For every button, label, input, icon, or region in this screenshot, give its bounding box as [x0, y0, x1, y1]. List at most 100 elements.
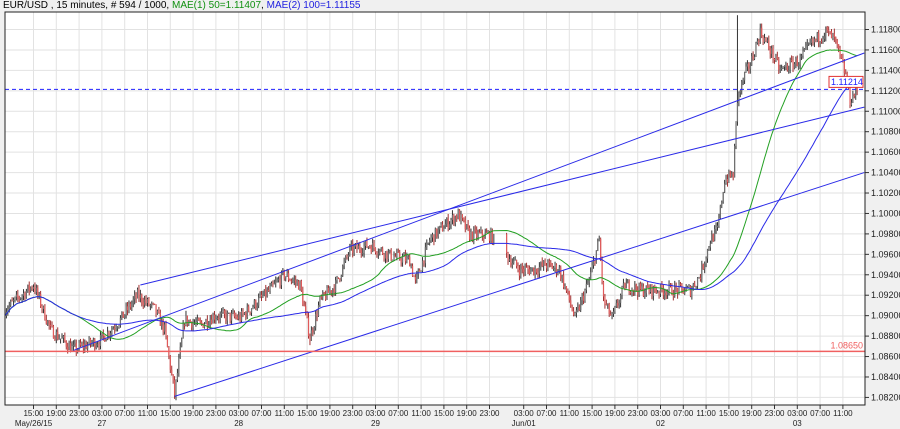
- x-tick-label: 11:00: [696, 409, 716, 418]
- candle-body: [78, 342, 80, 350]
- candle-body: [235, 316, 237, 318]
- candle-body: [38, 293, 40, 296]
- candle-body: [548, 261, 550, 263]
- candle-body: [278, 279, 280, 281]
- candle-body: [706, 249, 709, 259]
- candle-body: [409, 256, 411, 267]
- y-tick-label: 1.09600: [871, 249, 900, 259]
- candle-body: [312, 330, 314, 333]
- x-tick-label: 07:00: [810, 409, 831, 418]
- x-tick-label: 23:00: [479, 409, 500, 418]
- y-tick-label: 1.10800: [871, 127, 900, 137]
- candle-body: [588, 278, 590, 283]
- candle-body: [829, 31, 831, 33]
- x-tick-label: 03:00: [229, 409, 250, 418]
- candle-body: [578, 306, 580, 311]
- candle-body: [765, 37, 767, 41]
- candle-body: [45, 319, 47, 324]
- candle-body: [191, 321, 193, 328]
- candle-body: [592, 260, 595, 266]
- candle-body: [215, 318, 217, 320]
- candle-body: [275, 281, 277, 284]
- candle-body: [255, 300, 257, 308]
- y-tick-label: 1.10600: [871, 147, 900, 157]
- candle-body: [838, 44, 840, 49]
- candle-body: [771, 48, 773, 54]
- candle-body: [527, 267, 529, 270]
- chart-title: EUR/USD , 15 minutes, # 594 / 1000, MAE(…: [3, 0, 361, 11]
- candle-body: [389, 249, 391, 253]
- candle-body: [584, 290, 586, 301]
- candle-body: [208, 324, 210, 327]
- x-tick-label: 07:00: [388, 409, 409, 418]
- candle-body: [382, 248, 384, 255]
- candle-body: [460, 214, 462, 222]
- candle-body: [279, 279, 281, 286]
- candle-body: [655, 290, 657, 293]
- candle-body: [228, 312, 230, 314]
- candle-body: [629, 292, 632, 293]
- candle-body: [708, 247, 710, 250]
- candle-body: [782, 67, 784, 68]
- candle-body: [426, 243, 428, 248]
- candle-body: [647, 285, 649, 289]
- candle-body: [299, 280, 301, 290]
- current-price-box: [828, 75, 864, 88]
- candle-body: [560, 267, 562, 279]
- candle-body: [661, 284, 663, 290]
- candle-body: [27, 284, 29, 292]
- candle-body: [262, 295, 264, 297]
- x-date-label: 28: [234, 419, 243, 428]
- candle-body: [823, 36, 825, 39]
- candle-body: [688, 286, 690, 288]
- candle-body: [716, 225, 719, 228]
- candle-body: [454, 216, 456, 224]
- candle-body: [674, 285, 676, 297]
- candle-body: [587, 282, 589, 284]
- candle-body: [423, 260, 425, 264]
- candle-body: [692, 284, 694, 290]
- candle-body: [644, 293, 646, 296]
- y-tick-label: 1.11000: [871, 106, 900, 116]
- candle-body: [81, 343, 83, 346]
- candle-body: [822, 38, 824, 42]
- candle-body: [806, 43, 808, 46]
- candle-body: [467, 224, 469, 228]
- candle-body: [531, 267, 533, 270]
- candle-body: [198, 318, 200, 321]
- candle-body: [50, 324, 52, 326]
- candle-body: [40, 293, 42, 307]
- candle-body: [136, 289, 139, 299]
- x-tick-label: 23:00: [764, 409, 785, 418]
- candle-body: [108, 331, 110, 336]
- plot-content: [5, 15, 865, 401]
- candle-body: [216, 318, 218, 319]
- candle-body: [148, 298, 150, 306]
- candle-body: [668, 284, 670, 292]
- candle-body: [631, 289, 633, 293]
- candle-body: [356, 243, 358, 250]
- candle-body: [125, 306, 127, 315]
- candle-body: [369, 246, 371, 248]
- candle-body: [245, 312, 247, 318]
- y-tick-label: 1.11800: [871, 25, 900, 35]
- candle-body: [185, 315, 187, 325]
- candle-body: [734, 145, 736, 178]
- ma1-line: [5, 49, 858, 340]
- candle-body: [785, 65, 787, 67]
- candle-body: [793, 63, 796, 69]
- candle-body: [828, 30, 830, 32]
- candle-body: [627, 281, 629, 284]
- candle-body: [386, 251, 388, 259]
- candle-body: [7, 309, 9, 312]
- y-tick-label: 1.11200: [871, 86, 900, 96]
- candle-body: [434, 228, 436, 242]
- candle-body: [507, 253, 509, 261]
- candle-body: [101, 333, 103, 336]
- candle-body: [685, 287, 687, 292]
- candle-body: [151, 303, 153, 305]
- candle-body: [347, 254, 350, 257]
- y-tick-label: 1.11600: [871, 45, 900, 55]
